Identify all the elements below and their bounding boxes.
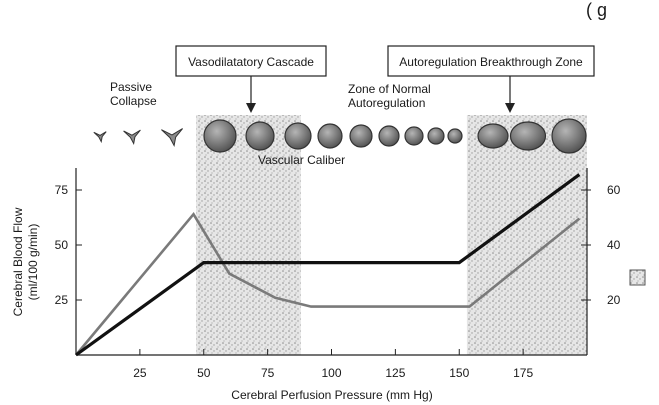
y-left-tick-label: 50 <box>55 238 69 252</box>
breakthrough-arrow-head <box>505 103 515 113</box>
x-tick-label: 50 <box>197 366 211 380</box>
vessel-circle <box>245 121 275 151</box>
vessel-collapsed <box>161 128 183 148</box>
shaded-zone-0 <box>196 115 301 355</box>
vessel-circle <box>404 126 424 146</box>
series-group <box>75 173 581 357</box>
y-left-ticks: 25 50 75 <box>55 183 82 307</box>
vessel-ellipse <box>477 123 509 149</box>
x-tick-label: 75 <box>261 366 275 380</box>
passive-collapse-label-line2: Collapse <box>110 94 157 108</box>
vascular-caliber-label: Vascular Caliber <box>258 153 345 167</box>
x-tick-label: 150 <box>449 366 469 380</box>
y-right-tick-label: 60 <box>607 183 621 197</box>
breakthrough-callout-box <box>387 45 595 77</box>
vasodilatory-arrow-head <box>246 103 256 113</box>
vessel-ellipse <box>509 121 547 151</box>
normal-zone-label-line1: Zone of Normal <box>348 82 431 96</box>
y-left-tick-label: 75 <box>55 183 69 197</box>
passive-collapse-label-line1: Passive <box>110 80 152 94</box>
x-axis-title: Cerebral Perfusion Pressure (mm Hg) <box>231 388 432 402</box>
x-ticks: 25 50 75 100 125 150 175 <box>133 349 533 380</box>
vessel-circle <box>284 122 312 150</box>
vessel-circle <box>317 123 343 149</box>
vessel-caliber-row <box>93 118 587 154</box>
series-line-1 <box>75 211 581 356</box>
vessel-circle <box>378 125 400 147</box>
shaded-zone-1 <box>466 115 587 355</box>
x-tick-label: 100 <box>321 366 341 380</box>
corner-text: ( g <box>586 0 607 20</box>
vessel-circle <box>427 127 445 145</box>
vessel-collapsed <box>93 131 107 144</box>
vasodilatory-callout-box <box>175 45 327 77</box>
y-right-ticks: 20 40 60 <box>581 183 621 307</box>
y-left-tick-label: 25 <box>55 293 69 307</box>
x-tick-label: 25 <box>133 366 147 380</box>
x-tick-label: 175 <box>513 366 533 380</box>
vessel-circle <box>551 118 587 154</box>
series-line-0 <box>75 173 581 357</box>
y-axis-title-line1: Cerebral Blood Flow <box>11 207 25 316</box>
vessel-circle <box>203 119 237 153</box>
vasodilatory-callout-label: Vasodilatatory Cascade <box>188 55 314 69</box>
legend-swatch <box>629 269 646 286</box>
y-right-tick-label: 20 <box>607 293 621 307</box>
x-tick-label: 125 <box>385 366 405 380</box>
shaded-zones <box>196 115 587 355</box>
normal-zone-label-line2: Autoregulation <box>348 96 425 110</box>
vessel-circle <box>447 128 463 144</box>
vessel-collapsed <box>123 129 141 146</box>
vessel-circle <box>349 124 373 148</box>
y-right-tick-label: 40 <box>607 238 621 252</box>
y-axis-title-line2: (ml/100 g/min) <box>26 224 40 301</box>
breakthrough-callout-label: Autoregulation Breakthrough Zone <box>399 55 583 69</box>
